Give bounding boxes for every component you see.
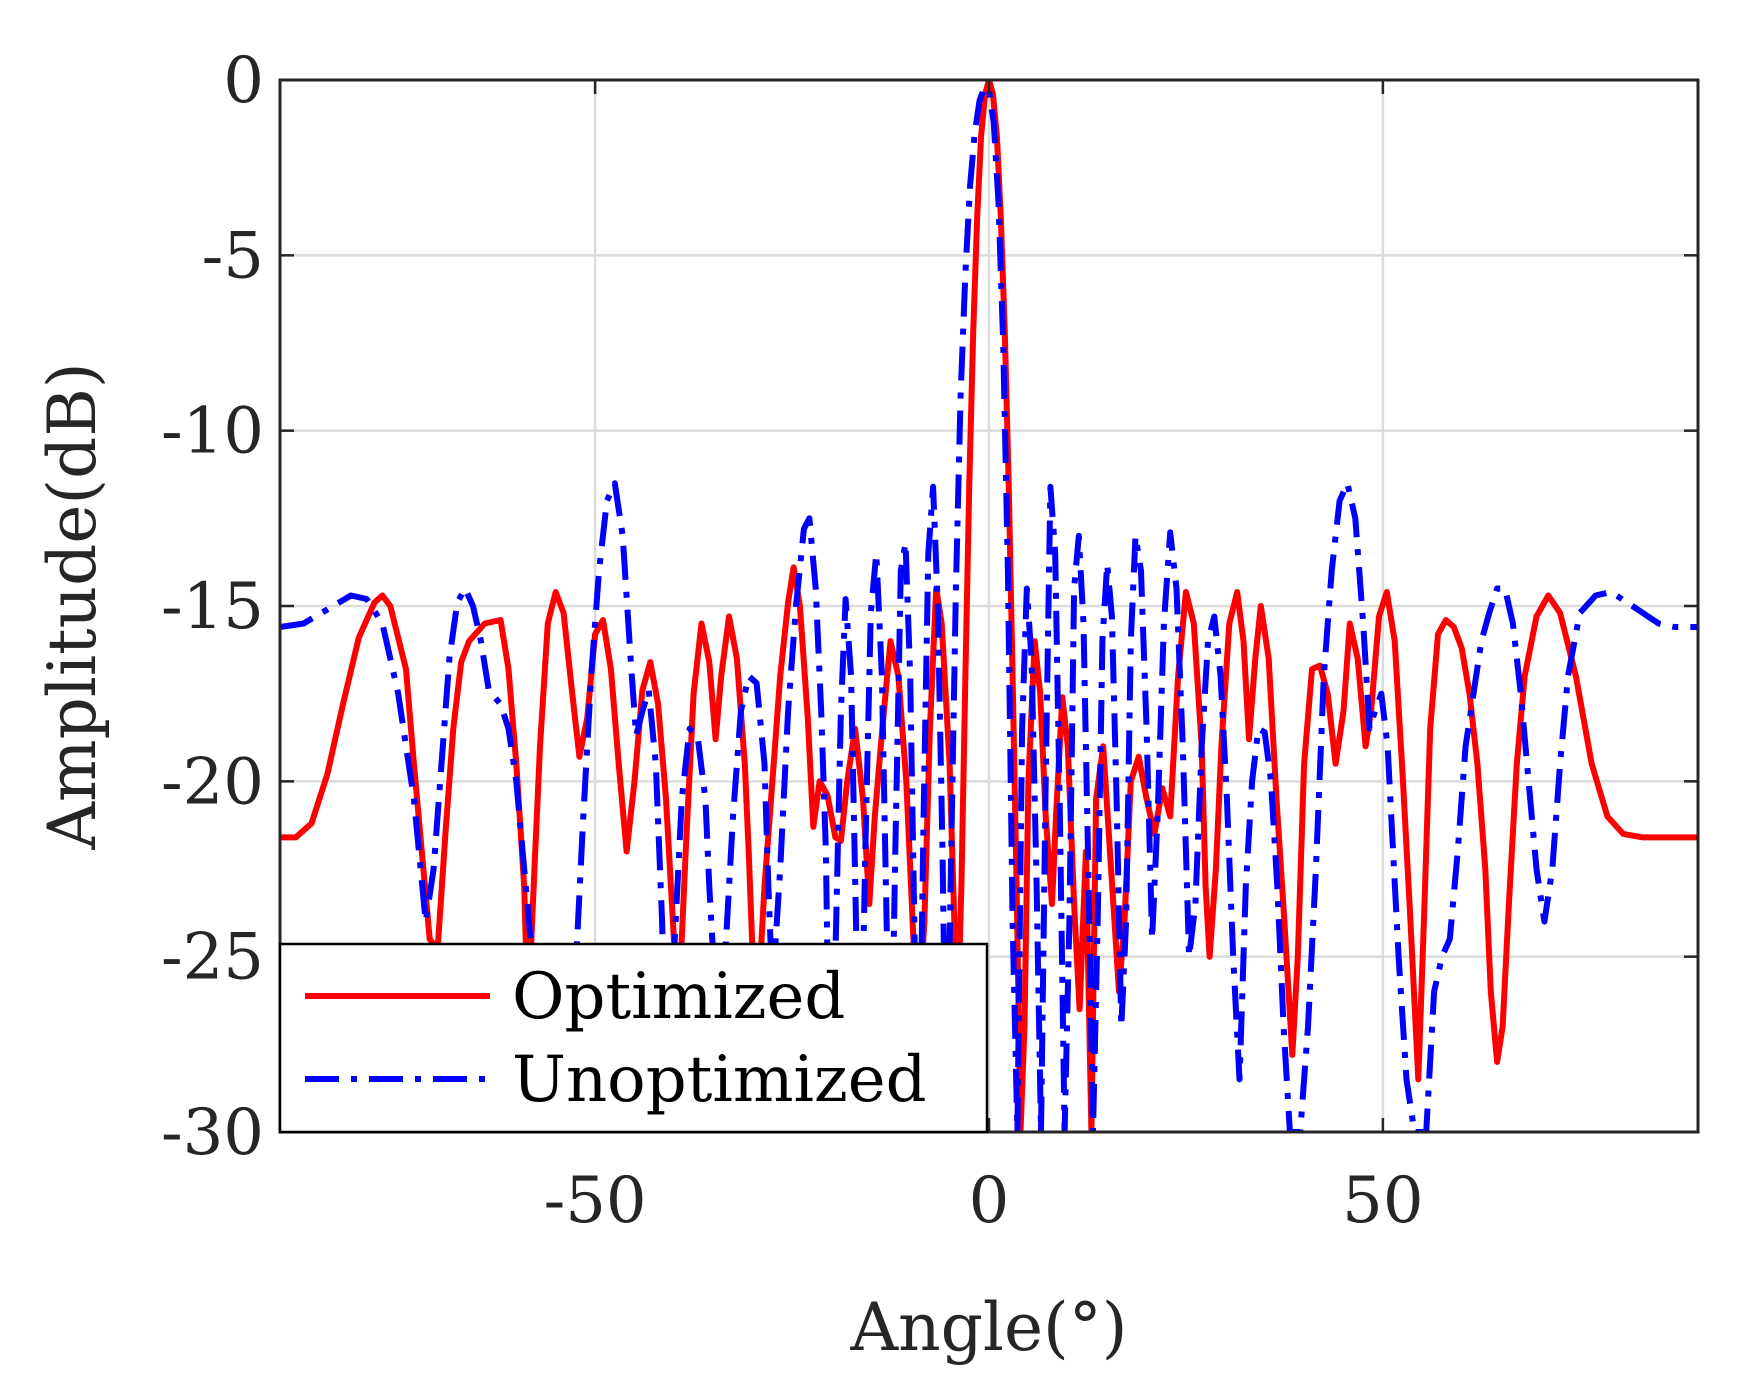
series-line-unoptimized <box>280 84 1698 1132</box>
legend-box <box>278 942 989 1134</box>
y-tick-label: -30 <box>161 1096 264 1170</box>
x-tick-label: 0 <box>969 1164 1010 1238</box>
y-tick-labels: 0 -5 -10 -15 -20 -25 -30 <box>161 44 264 1170</box>
ticks <box>280 78 1698 1134</box>
series-layer <box>280 80 1698 1132</box>
y-tick-label: -5 <box>202 219 264 293</box>
series-line-optimized <box>280 80 1698 1132</box>
y-tick-label: -15 <box>161 570 264 644</box>
x-tick-label: -50 <box>544 1164 647 1238</box>
x-tick-labels: -50 0 50 <box>544 1164 1424 1238</box>
legend: Optimized Unoptimized <box>278 942 989 1134</box>
x-tick-label: 50 <box>1342 1164 1423 1238</box>
y-tick-label: 0 <box>223 44 264 118</box>
legend-label-optimized: Optimized <box>512 960 845 1034</box>
y-tick-label: -10 <box>161 395 264 469</box>
legend-label-unoptimized: Unoptimized <box>512 1043 927 1117</box>
y-tick-label: -25 <box>161 921 264 995</box>
y-tick-label: -20 <box>161 745 264 819</box>
y-axis-label: Amplitude(dB) <box>34 362 111 850</box>
x-axis-label: Angle(°) <box>849 1289 1127 1366</box>
